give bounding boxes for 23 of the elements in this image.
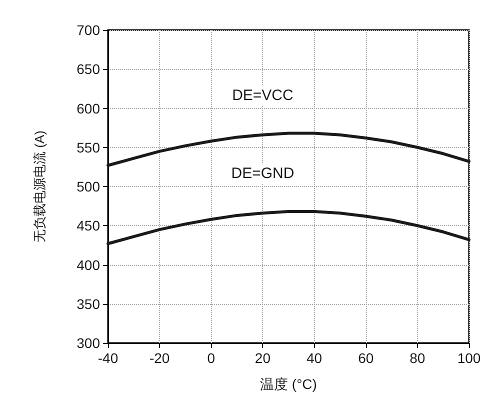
y-tick-label: 350 bbox=[76, 296, 100, 312]
x-tick-label: 100 bbox=[457, 350, 481, 366]
x-tick-label: 80 bbox=[410, 350, 426, 366]
y-tick-label: 700 bbox=[76, 22, 100, 38]
x-tick-label: 20 bbox=[254, 350, 271, 366]
x-tick-label: 0 bbox=[207, 350, 216, 366]
series-label: DE=VCC bbox=[232, 86, 294, 104]
y-tick-label: 450 bbox=[76, 218, 100, 234]
y-tick-label: 400 bbox=[76, 256, 100, 273]
x-axis-title: 温度 (°C) bbox=[260, 376, 317, 392]
x-tick-label: 60 bbox=[358, 350, 374, 366]
series-label: DE=GND bbox=[231, 165, 294, 182]
line-series bbox=[106, 210, 470, 246]
line-series bbox=[106, 132, 470, 167]
x-tick-label: 40 bbox=[306, 350, 322, 366]
y-tick-label: 500 bbox=[76, 178, 100, 194]
y-tick-label: 550 bbox=[76, 139, 100, 156]
y-tick-label: 600 bbox=[76, 100, 100, 116]
y-axis-title: 无负载电源电流 (A) bbox=[32, 130, 47, 242]
x-tick-label: -40 bbox=[98, 350, 118, 366]
y-tick-label: 650 bbox=[76, 61, 100, 78]
x-tick-label: -20 bbox=[149, 350, 170, 366]
y-tick-label: 300 bbox=[76, 335, 100, 351]
